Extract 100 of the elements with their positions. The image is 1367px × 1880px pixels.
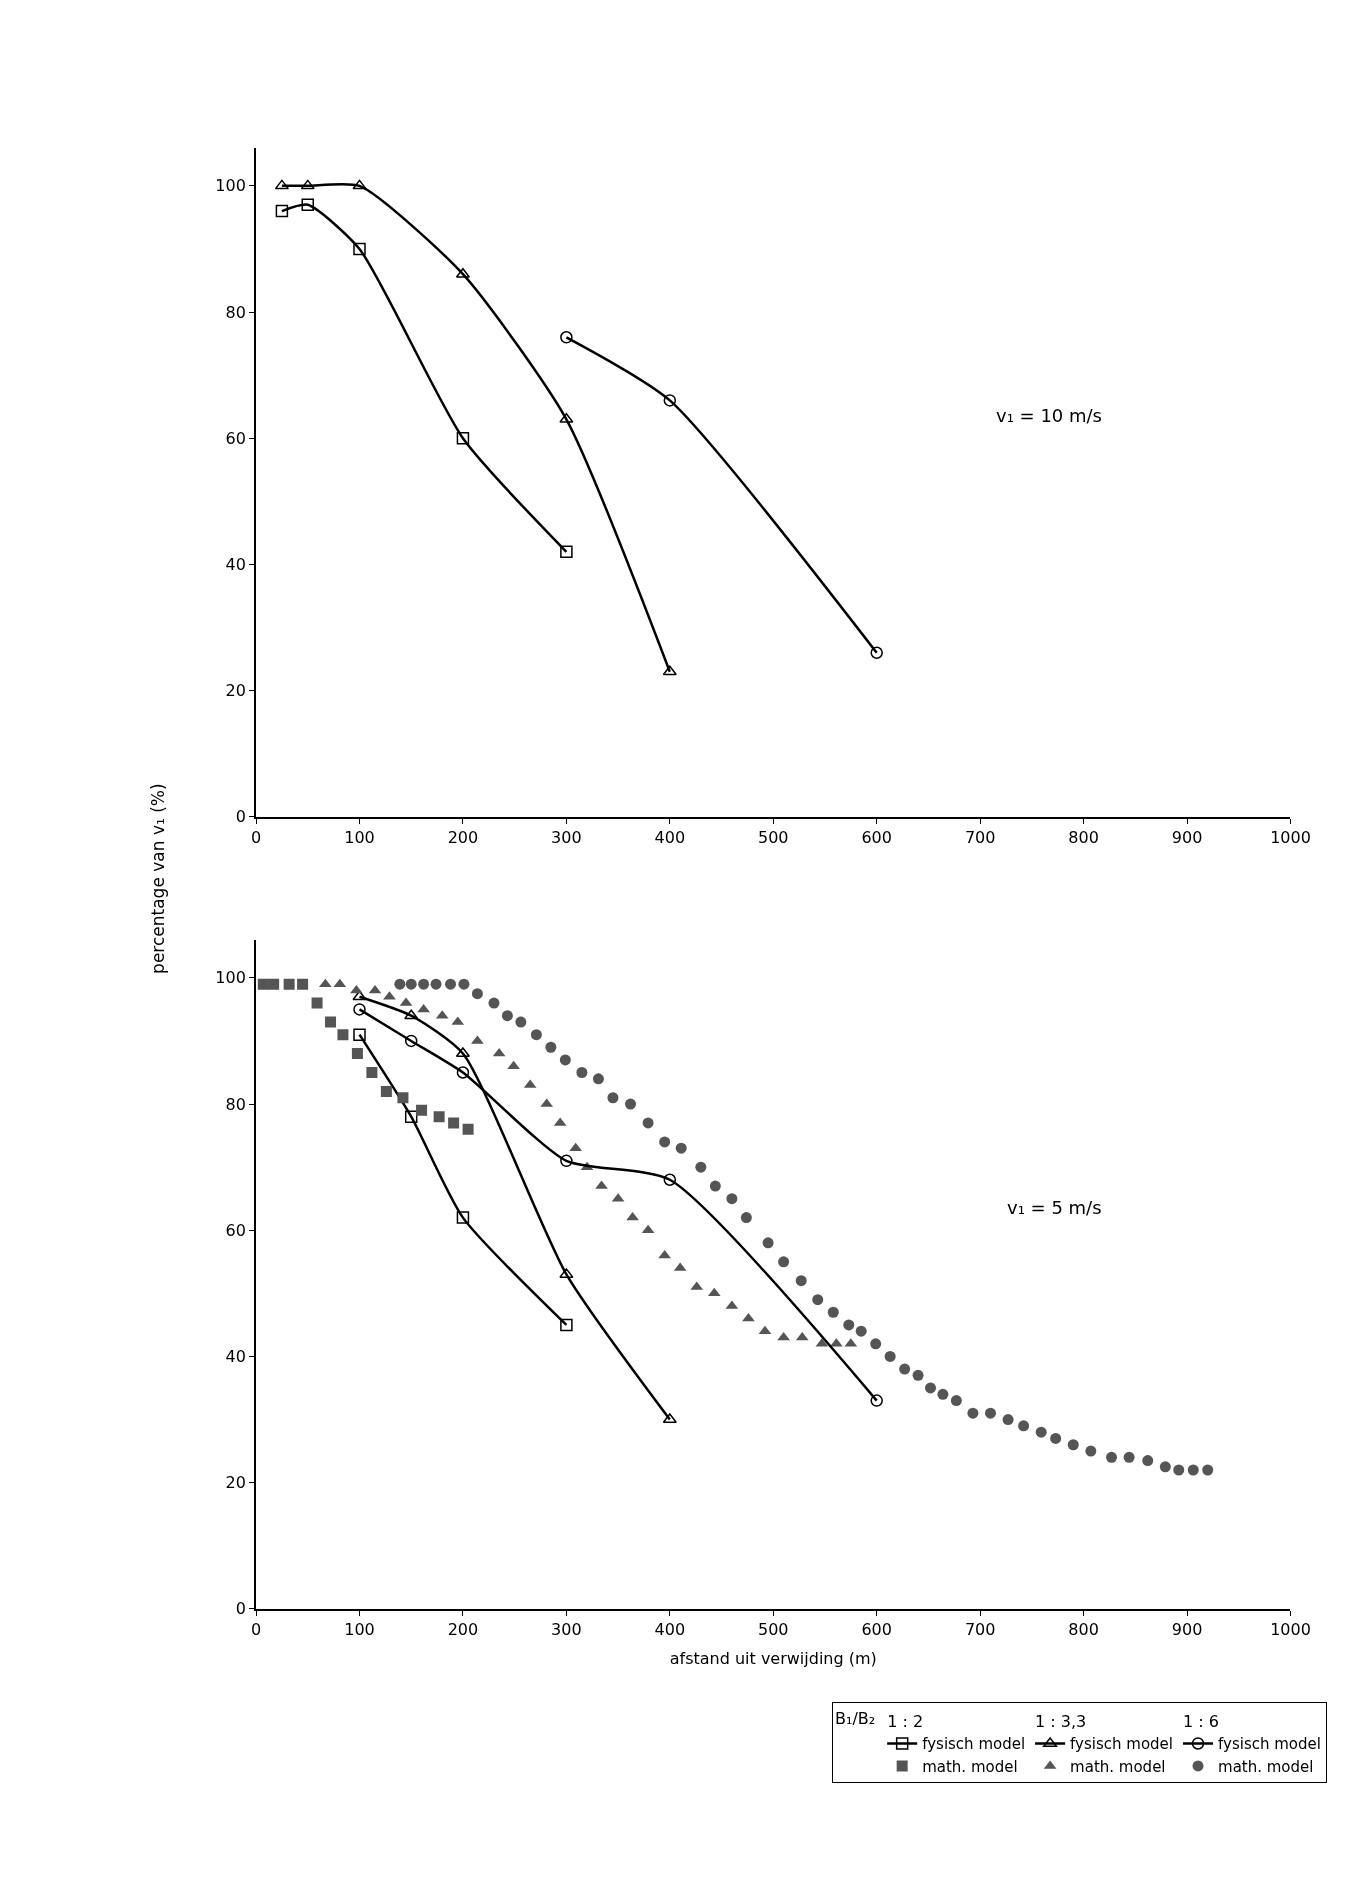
point: [827, 1306, 839, 1318]
point: [795, 1331, 809, 1341]
point: [1067, 1439, 1079, 1451]
point: [663, 394, 677, 407]
x-tick-label: 0: [250, 1620, 262, 1639]
point: [462, 1123, 474, 1135]
point: [380, 1085, 392, 1097]
y-tick-label: 60: [225, 1220, 246, 1240]
point: [795, 1275, 807, 1287]
text: 1 : 3,3: [1035, 1711, 1087, 1731]
point: [1002, 1414, 1014, 1426]
point: [663, 1173, 677, 1187]
point: [870, 1338, 882, 1350]
point: [366, 1067, 378, 1078]
x-tick-label: 300: [551, 1620, 582, 1639]
point: [471, 988, 483, 1000]
point: [884, 1350, 896, 1362]
x-axis-title: afstand uit verwijding (m): [669, 1649, 877, 1669]
legend-label: math. model: [1070, 1757, 1166, 1776]
point: [662, 1413, 677, 1424]
point: [1123, 1451, 1135, 1463]
point: [530, 1029, 542, 1041]
point: [416, 1104, 428, 1116]
point: [430, 978, 442, 990]
point: [855, 1325, 867, 1337]
legend-label: fysisch model: [1218, 1735, 1321, 1754]
point: [353, 1003, 366, 1016]
point: [778, 1256, 790, 1268]
point: [625, 1098, 637, 1110]
point: [777, 1331, 790, 1341]
y-tick-label: 0: [235, 807, 246, 827]
x-tick-label: 700: [964, 828, 996, 847]
x-tick-label: 400: [654, 1620, 686, 1639]
legend-label: math. model: [1218, 1757, 1314, 1776]
y-tick-label: 60: [225, 428, 246, 448]
point: [337, 1029, 349, 1041]
point: [404, 1110, 418, 1123]
point: [417, 1003, 430, 1013]
x-tick-label: 200: [447, 1620, 479, 1639]
point: [1018, 1420, 1030, 1432]
point: [325, 1016, 337, 1028]
x-tick-label: 500: [758, 1620, 789, 1639]
text: 1 : 2: [887, 1711, 924, 1731]
point: [559, 1054, 571, 1066]
point: [545, 1041, 557, 1053]
x-tick-label: 1000: [1270, 1620, 1311, 1639]
y-tick-label: 20: [225, 681, 246, 701]
text: v₁ = 10 m/s: [996, 405, 1102, 426]
point: [257, 978, 269, 990]
point: [985, 1407, 996, 1419]
point: [1050, 1432, 1062, 1444]
legend-label: fysisch model: [1070, 1735, 1174, 1754]
point: [937, 1388, 949, 1400]
point: [925, 1382, 936, 1394]
point: [812, 1294, 824, 1306]
point: [740, 1212, 752, 1224]
point: [592, 1073, 604, 1085]
point: [397, 1092, 409, 1104]
point: [662, 665, 677, 676]
point: [405, 978, 417, 990]
point: [1173, 1464, 1185, 1476]
y-tick-label: 100: [215, 176, 246, 196]
point: [501, 1010, 513, 1022]
y-tick-label: 20: [225, 1473, 246, 1493]
point: [404, 1034, 418, 1048]
point: [445, 978, 457, 990]
point: [311, 997, 323, 1009]
point: [560, 331, 573, 344]
point: [301, 198, 315, 212]
point: [726, 1193, 738, 1205]
point: [1106, 1451, 1118, 1463]
point: [353, 242, 366, 256]
point: [1035, 1426, 1047, 1438]
point: [560, 545, 573, 559]
x-tick-label: 900: [1171, 828, 1203, 847]
point: [353, 1028, 366, 1041]
point: [1187, 1464, 1199, 1476]
point: [404, 1009, 419, 1020]
point: [675, 1142, 687, 1154]
point: [297, 978, 309, 990]
point: [456, 1211, 470, 1224]
legend-label: math. model: [922, 1757, 1018, 1776]
y-axis-title: percentage van v₁ (%): [148, 783, 169, 974]
point: [350, 984, 363, 994]
x-tick-label: 300: [551, 828, 582, 847]
x-tick-label: 700: [964, 1620, 996, 1639]
point: [268, 978, 280, 990]
point: [950, 1395, 962, 1407]
y-tick-label: 0: [235, 1599, 246, 1619]
point: [870, 1394, 883, 1407]
point: [283, 978, 295, 990]
point: [418, 978, 430, 990]
x-tick-label: 100: [344, 1620, 375, 1639]
x-tick-label: 100: [344, 828, 375, 847]
point: [560, 1154, 573, 1168]
point: [607, 1092, 619, 1104]
point: [488, 997, 500, 1009]
point: [843, 1319, 855, 1331]
point: [576, 1067, 588, 1078]
x-tick-label: 1000: [1270, 828, 1311, 847]
